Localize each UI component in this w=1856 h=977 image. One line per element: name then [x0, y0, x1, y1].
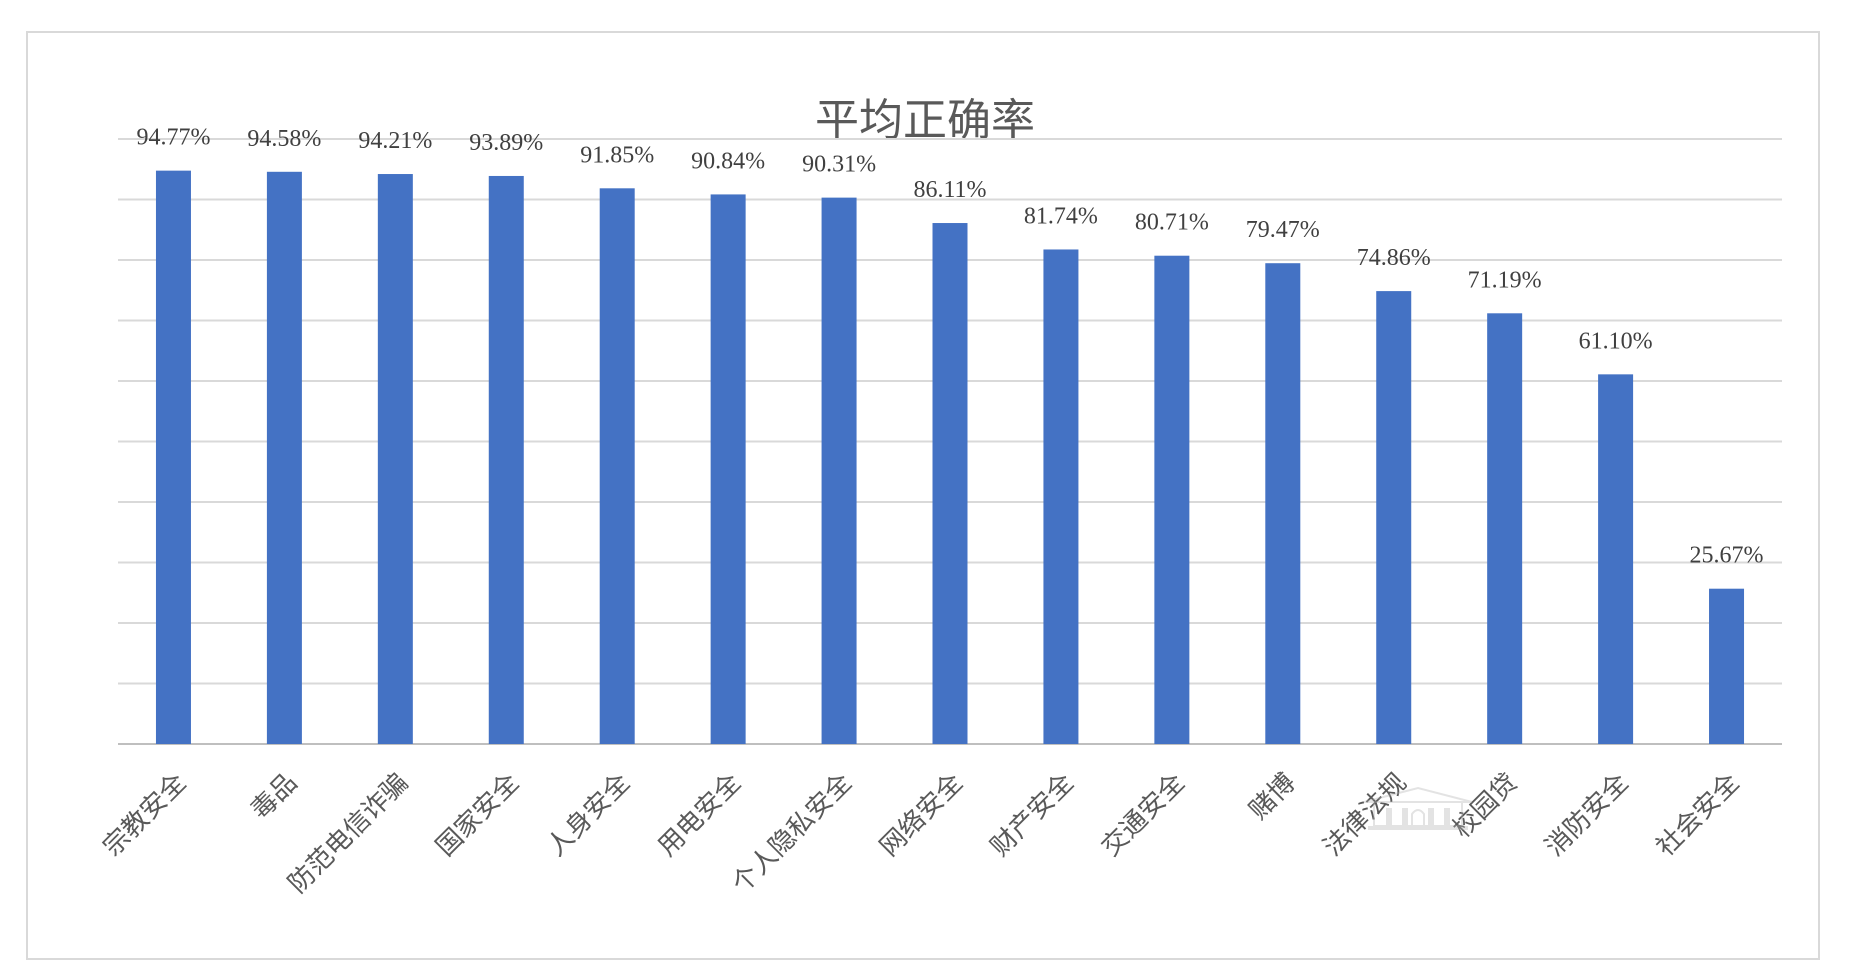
- bars: [155, 170, 1745, 745]
- data-label: 94.21%: [358, 128, 432, 154]
- bar: [488, 175, 524, 744]
- data-label: 86.11%: [913, 177, 986, 203]
- bar: [710, 194, 746, 745]
- data-label: 71.19%: [1468, 267, 1542, 293]
- bar: [266, 171, 302, 744]
- bar: [1487, 313, 1523, 744]
- bar: [1043, 249, 1079, 744]
- bar: [1709, 588, 1745, 744]
- data-label: 90.84%: [691, 148, 765, 174]
- category-label: 校园贷: [1447, 768, 1523, 844]
- data-label: 93.89%: [469, 130, 543, 156]
- category-label: 法律法规: [1318, 768, 1413, 863]
- category-label: 网络安全: [874, 768, 969, 863]
- category-label: 用电安全: [652, 768, 747, 863]
- chart-title: 平均正确率: [815, 95, 1035, 146]
- data-label: 61.10%: [1579, 328, 1653, 354]
- bar: [155, 170, 191, 745]
- category-label: 财产安全: [985, 768, 1080, 863]
- bar: [1265, 263, 1301, 744]
- data-label: 79.47%: [1246, 217, 1320, 243]
- bar: [821, 197, 857, 744]
- data-label: 80.71%: [1135, 210, 1209, 236]
- category-label: 赌博: [1244, 768, 1302, 826]
- data-label: 25.67%: [1690, 543, 1764, 569]
- data-labels: 94.77% 94.58% 94.21% 93.89% 91.85% 90.84% 90.3…: [136, 125, 1763, 569]
- bar: [1376, 291, 1412, 744]
- category-label: 社会安全: [1651, 768, 1746, 863]
- category-label: 国家安全: [430, 768, 525, 863]
- category-label: 消防安全: [1540, 768, 1635, 863]
- data-label: 94.77%: [136, 125, 210, 151]
- building-logo-icon: [1363, 786, 1473, 830]
- data-label: 94.58%: [247, 126, 321, 152]
- data-label: 81.74%: [1024, 203, 1098, 229]
- bar: [932, 223, 968, 745]
- data-label: 91.85%: [580, 142, 654, 168]
- bar: [1598, 374, 1634, 744]
- category-label: 人身安全: [541, 768, 636, 863]
- data-label: 74.86%: [1357, 245, 1431, 271]
- bar: [377, 174, 413, 745]
- bar: [599, 188, 635, 744]
- category-label: 防范电信诈骗: [283, 768, 415, 900]
- chart-frame: 平均正确率 94.77% 94.58% 94.21% 93.89% 91.85% 90.8…: [26, 31, 1820, 960]
- category-label: 个人隐私安全: [726, 768, 858, 900]
- category-label: 交通安全: [1096, 768, 1191, 863]
- category-label: 毒品: [245, 768, 303, 826]
- bar: [1154, 255, 1190, 744]
- category-label: 宗教安全: [98, 768, 193, 863]
- chart-svg: 平均正确率 94.77% 94.58% 94.21% 93.89% 91.85% 90.8…: [98, 95, 1782, 900]
- data-label: 90.31%: [802, 152, 876, 178]
